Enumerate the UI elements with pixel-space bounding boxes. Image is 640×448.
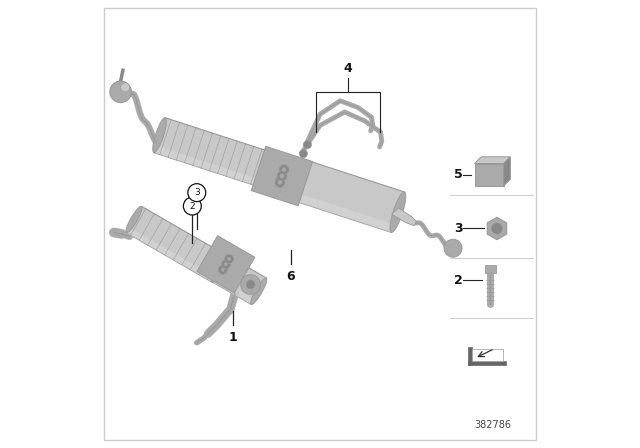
- Text: 3: 3: [454, 222, 463, 235]
- Text: 4: 4: [344, 62, 353, 75]
- Circle shape: [275, 177, 285, 187]
- Circle shape: [241, 275, 260, 294]
- Polygon shape: [154, 146, 275, 191]
- Polygon shape: [252, 146, 312, 206]
- Circle shape: [218, 265, 227, 274]
- Circle shape: [246, 280, 255, 289]
- Polygon shape: [504, 157, 511, 186]
- Text: 2: 2: [189, 202, 195, 211]
- Bar: [475, 164, 504, 186]
- Ellipse shape: [126, 206, 142, 233]
- Bar: [485, 265, 495, 273]
- Bar: [468, 347, 472, 365]
- Circle shape: [278, 180, 282, 185]
- Circle shape: [282, 168, 286, 172]
- Circle shape: [300, 150, 307, 158]
- Bar: [468, 361, 506, 365]
- Text: 6: 6: [287, 270, 295, 283]
- Circle shape: [277, 171, 287, 181]
- Polygon shape: [487, 217, 507, 240]
- Polygon shape: [392, 208, 417, 226]
- Circle shape: [188, 184, 206, 202]
- Circle shape: [227, 257, 231, 261]
- Ellipse shape: [390, 192, 406, 233]
- Polygon shape: [126, 207, 227, 282]
- Text: 2: 2: [454, 273, 463, 287]
- Polygon shape: [154, 118, 285, 191]
- Ellipse shape: [284, 157, 300, 198]
- Circle shape: [492, 223, 502, 234]
- Bar: [472, 349, 503, 361]
- Text: 5: 5: [454, 168, 463, 181]
- Circle shape: [444, 239, 462, 257]
- Polygon shape: [285, 190, 394, 233]
- Circle shape: [221, 268, 225, 271]
- Circle shape: [280, 174, 284, 178]
- Circle shape: [121, 83, 130, 92]
- Circle shape: [224, 263, 228, 266]
- Circle shape: [221, 260, 230, 269]
- Text: 382786: 382786: [474, 420, 511, 430]
- Circle shape: [279, 165, 289, 175]
- Ellipse shape: [153, 118, 166, 153]
- Circle shape: [303, 141, 312, 149]
- Polygon shape: [475, 157, 511, 164]
- Text: 1: 1: [228, 331, 237, 344]
- Polygon shape: [126, 228, 215, 282]
- Text: 3: 3: [194, 188, 200, 197]
- Circle shape: [225, 254, 234, 263]
- Polygon shape: [197, 236, 255, 293]
- Ellipse shape: [211, 255, 227, 282]
- Polygon shape: [285, 157, 404, 233]
- Ellipse shape: [212, 255, 228, 282]
- Circle shape: [183, 197, 201, 215]
- Circle shape: [110, 81, 131, 103]
- Ellipse shape: [251, 278, 267, 305]
- Polygon shape: [212, 256, 266, 304]
- Polygon shape: [212, 277, 254, 304]
- Ellipse shape: [272, 156, 285, 191]
